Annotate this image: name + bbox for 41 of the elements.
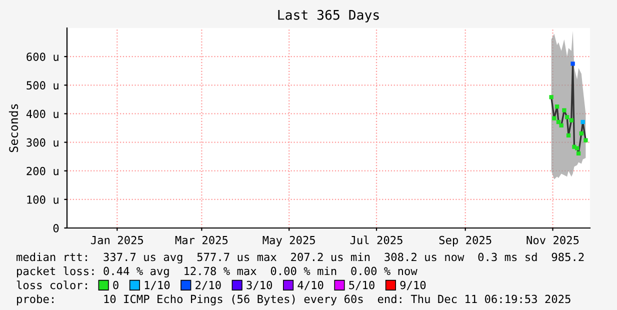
x-tick-label: Jan 2025	[90, 236, 144, 244]
point	[584, 138, 588, 142]
point	[556, 120, 561, 124]
point	[559, 123, 564, 128]
point	[554, 104, 560, 109]
legend-label: 3/10	[246, 280, 272, 290]
legend-label: 0	[113, 280, 118, 290]
x-tick-label: May 2025	[262, 236, 315, 246]
x-tick-label: Jul 2025	[350, 236, 402, 244]
legend-label: 4/10	[298, 280, 324, 290]
chart-title: Last 365 Days	[278, 10, 379, 22]
x-tick-label: Nov 2025	[526, 236, 579, 244]
point	[570, 62, 575, 66]
text: probe: 10 ICMP Echo Pings (56 Bytes) every 60s end: Thu Dec 11 06:19:53 2025	[17, 294, 570, 306]
point	[566, 133, 571, 138]
y-tick-label: 300 u	[26, 138, 58, 147]
text: packet loss: 0.44 % avg 12.78 % max 0.00 % min 0.00 % now	[17, 266, 418, 278]
y-tick-label: 600 u	[26, 52, 58, 61]
point	[552, 116, 556, 120]
legend-label: 9/10	[400, 280, 426, 290]
x-tick-label: Mar 2025	[175, 236, 228, 244]
text: median rtt: 337.7 us avg 577.7 us max 207.2 us min 308.2 us now 0.3 ms sd 985.2	[16, 252, 584, 264]
x-tick-label: Sep 2025	[439, 236, 492, 246]
legend-title: loss color:	[16, 280, 87, 290]
point	[580, 120, 585, 124]
point	[579, 131, 584, 136]
point	[569, 118, 574, 122]
point	[549, 95, 554, 100]
point	[575, 146, 580, 150]
legend-label: 5/10	[349, 280, 374, 290]
y-tick-label: 200 u	[26, 166, 58, 176]
point	[576, 151, 581, 156]
point	[562, 108, 566, 112]
y-tick-label: 100 u	[27, 195, 58, 204]
y-tick-label: 400 u	[26, 110, 58, 118]
y-tick-label: 0	[53, 224, 59, 232]
y-tick-label: 500 u	[26, 81, 58, 90]
legend-label: 2/10	[196, 280, 221, 290]
y-axis-title: Seconds	[8, 104, 18, 152]
legend-label: 1/10	[144, 280, 170, 290]
point	[564, 115, 570, 120]
